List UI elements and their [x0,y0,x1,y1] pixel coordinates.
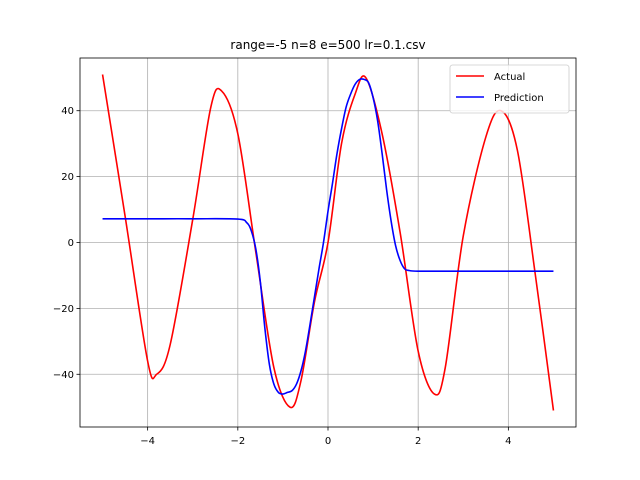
x-tick-label: 2 [415,436,421,447]
legend: Actual Prediction [449,64,570,114]
legend-label: Prediction [494,93,544,104]
x-tick-label: −2 [230,436,245,447]
series-line-prediction [102,78,554,395]
series-layer [101,74,555,411]
x-tick-label: 4 [505,436,511,447]
y-tick-label: 0 [68,238,74,249]
x-tick-label: −4 [140,436,155,447]
series-line-actual [101,74,555,411]
y-tick-label: 20 [61,172,74,183]
y-tick-label: 40 [61,106,74,117]
y-tick-label: −20 [53,304,74,315]
legend-label: Actual [494,72,525,83]
x-tick-label: 0 [325,436,331,447]
y-tick-label: −40 [53,370,74,381]
chart-title: range=-5 n=8 e=500 lr=0.1.csv [230,38,425,52]
legend-box [449,64,570,114]
